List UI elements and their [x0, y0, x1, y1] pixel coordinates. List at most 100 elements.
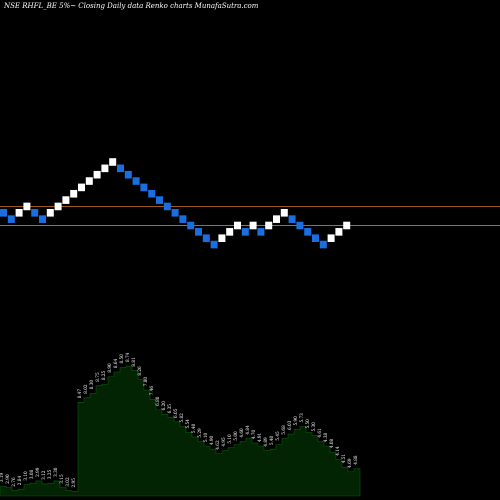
- renko-brick-up: [273, 215, 280, 223]
- renko-brick-up: [46, 209, 54, 217]
- volume-data-label: 4.95: [221, 437, 226, 447]
- volume-area: [0, 365, 361, 497]
- volume-data-label: 4.89: [263, 437, 268, 447]
- renko-brick-up: [15, 209, 23, 217]
- renko-brick-down: [319, 240, 327, 249]
- volume-data-label: 3.30: [53, 467, 58, 477]
- renko-brick-up: [226, 228, 234, 236]
- renko-brick-up: [280, 209, 288, 217]
- volume-data-label: 8.25: [101, 371, 106, 381]
- volume-data-label: 2.99: [35, 467, 40, 477]
- renko-brick-down: [117, 164, 124, 173]
- volume-data-label: 3.19: [0, 473, 4, 483]
- volume-data-label: 3.25: [47, 469, 52, 479]
- volume-data-label: 7.80: [143, 377, 148, 387]
- volume-data-label: 5.00: [233, 431, 238, 441]
- renko-brick-down: [179, 215, 187, 223]
- volume-data-label: 8.02: [83, 384, 88, 394]
- renko-brick-up: [234, 221, 241, 230]
- renko-brick-up: [343, 221, 351, 230]
- volume-data-label: 5.45: [275, 431, 280, 441]
- volume-data-label: 8.30: [89, 380, 94, 390]
- volume-data-label: 6.03: [287, 420, 292, 430]
- volume-data-label: 4.69: [347, 458, 352, 468]
- volume-data-label: 5.50: [305, 419, 310, 429]
- renko-brick-down: [210, 240, 218, 249]
- renko-brick-down: [132, 177, 140, 185]
- renko-brick-up: [93, 170, 101, 179]
- chart-title: NSE RHFL_BE 5%~ Closing Daily data Renko…: [3, 2, 259, 10]
- volume-data-label: 8.90: [107, 363, 112, 373]
- volume-data-label: 8.81: [131, 357, 136, 367]
- renko-brick-up: [109, 158, 117, 166]
- renko-brick-down: [0, 209, 7, 217]
- volume-data-label: 3.15: [59, 474, 64, 484]
- renko-brick-down: [241, 228, 249, 236]
- renko-brick-down: [304, 228, 312, 236]
- renko-brick-down: [312, 234, 319, 242]
- renko-brick-down: [163, 202, 171, 211]
- renko-brick-down: [171, 209, 179, 217]
- volume-data-label: 3.02: [65, 477, 70, 487]
- volume-data-label: 4.61: [317, 428, 322, 438]
- volume-area-path: [0, 365, 361, 497]
- volume-data-label: 5.82: [179, 413, 184, 423]
- volume-data-label: 4.91: [257, 432, 262, 442]
- renko-brick-down: [31, 209, 39, 217]
- volume-labels: 3.19 2.90 2.76 2.84 3.10 3.08 2.99 3.12 3.25 3.30…: [0, 352, 358, 487]
- renko-brick-down: [39, 215, 46, 223]
- volume-data-label: 2.84: [17, 476, 22, 486]
- volume-data-label: 6.80: [155, 396, 160, 406]
- volume-data-label: 4.84: [245, 425, 250, 435]
- volume-data-label: 4.08: [329, 439, 334, 449]
- volume-data-label: 5.73: [299, 413, 304, 423]
- renko-brick-down: [195, 228, 202, 236]
- volume-data-label: 8.26: [137, 366, 142, 376]
- renko-brick-up: [249, 221, 257, 230]
- renko-brick-up: [218, 234, 226, 242]
- volume-data-label: 3.10: [23, 471, 28, 481]
- volume-data-label: 4.60: [239, 428, 244, 438]
- renko-brick-up: [62, 196, 70, 204]
- volume-data-label: 5.40: [269, 435, 274, 445]
- volume-data-label: 8.64: [113, 358, 118, 368]
- renko-brick-up: [70, 189, 78, 198]
- volume-data-label: 5.68: [281, 425, 286, 435]
- renko-brick-up: [54, 202, 62, 211]
- volume-data-label: 4.14: [335, 446, 340, 456]
- renko-brick-down: [288, 215, 296, 223]
- volume-data-label: 8.75: [95, 372, 100, 382]
- volume-data-label: 5.90: [293, 416, 298, 426]
- volume-data-label: 8.74: [125, 352, 130, 362]
- renko-brick-down: [296, 221, 304, 230]
- volume-data-label: 3.08: [29, 469, 34, 479]
- renko-brick-down: [156, 196, 163, 204]
- renko-brick-up: [265, 221, 273, 230]
- volume-data-label: 5.29: [197, 428, 202, 438]
- volume-data-label: 8.50: [119, 354, 124, 364]
- volume-data-label: 2.76: [11, 477, 16, 487]
- renko-brick-down: [187, 221, 195, 230]
- volume-data-label: 5.10: [203, 432, 208, 442]
- volume-data-label: 4.38: [323, 432, 328, 442]
- volume-data-label: 4.62: [215, 440, 220, 450]
- renko-brick-down: [257, 228, 265, 236]
- renko-brick-up: [78, 183, 85, 192]
- renko-brick-down: [7, 215, 15, 223]
- volume-data-label: 4.88: [353, 455, 358, 465]
- volume-data-label: 5.40: [191, 423, 196, 433]
- volume-data-label: 6.35: [167, 404, 172, 414]
- volume-data-label: 3.12: [41, 470, 46, 480]
- volume-data-label: 7.46: [149, 386, 154, 396]
- renko-brick-up: [23, 202, 31, 211]
- renko-brick-down: [140, 183, 148, 192]
- renko-bricks: [0, 158, 351, 249]
- renko-brick-down: [148, 189, 156, 198]
- renko-brick-down: [202, 234, 210, 242]
- volume-data-label: 2.90: [5, 474, 10, 484]
- renko-brick-up: [327, 234, 335, 242]
- renko-brick-up: [101, 164, 109, 173]
- volume-data-label: 4.51: [341, 454, 346, 464]
- renko-brick-up: [335, 228, 343, 236]
